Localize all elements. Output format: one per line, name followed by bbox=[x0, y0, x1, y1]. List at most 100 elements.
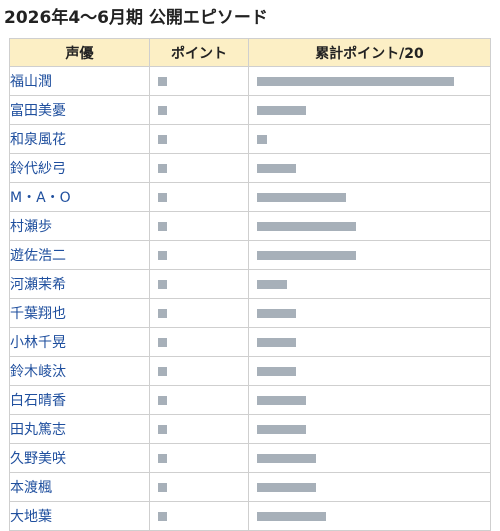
points-cell bbox=[149, 153, 249, 183]
voice-actor-name[interactable]: 白石晴香 bbox=[9, 385, 150, 415]
table-row: 遊佐浩二 bbox=[9, 240, 491, 270]
points-bar bbox=[158, 396, 167, 405]
cumulative-points-bar bbox=[257, 396, 307, 405]
points-bar bbox=[158, 425, 167, 434]
points-cell bbox=[149, 211, 249, 241]
cumulative-cell bbox=[248, 472, 491, 502]
points-cell bbox=[149, 182, 249, 212]
cumulative-points-bar bbox=[257, 135, 267, 144]
points-cell bbox=[149, 240, 249, 270]
voice-actor-name[interactable]: 小林千晃 bbox=[9, 327, 150, 357]
cumulative-cell bbox=[248, 66, 491, 96]
cumulative-cell bbox=[248, 153, 491, 183]
table-row: 河瀬茉希 bbox=[9, 269, 491, 299]
points-bar bbox=[158, 512, 167, 521]
voice-actor-name[interactable]: 本渡楓 bbox=[9, 472, 150, 502]
voice-actor-name[interactable]: 河瀬茉希 bbox=[9, 269, 150, 299]
voice-actor-name[interactable]: 福山潤 bbox=[9, 66, 150, 96]
table-row: 小林千晃 bbox=[9, 327, 491, 357]
points-cell bbox=[149, 298, 249, 328]
cumulative-cell bbox=[248, 211, 491, 241]
cumulative-points-bar bbox=[257, 338, 297, 347]
table-body: 福山潤 富田美憂 和泉風花 鈴代紗弓 M・A・O 村瀬歩 遊佐浩二 河瀬茉希 千葉翔也 小林千晃鈴… bbox=[9, 66, 491, 531]
points-cell bbox=[149, 95, 249, 125]
cumulative-cell bbox=[248, 95, 491, 125]
voice-actor-name[interactable]: M・A・O bbox=[9, 182, 150, 212]
points-cell bbox=[149, 472, 249, 502]
points-cell bbox=[149, 356, 249, 386]
points-bar bbox=[158, 251, 167, 260]
header-points: ポイント bbox=[149, 38, 249, 67]
voice-actor-name[interactable]: 遊佐浩二 bbox=[9, 240, 150, 270]
points-cell bbox=[149, 327, 249, 357]
table-row: 和泉風花 bbox=[9, 124, 491, 154]
points-bar bbox=[158, 309, 167, 318]
voice-actor-name[interactable]: 鈴代紗弓 bbox=[9, 153, 150, 183]
voice-actor-name[interactable]: 村瀬歩 bbox=[9, 211, 150, 241]
header-row: 声優 ポイント 累計ポイント/20 bbox=[9, 38, 491, 67]
cumulative-points-bar bbox=[257, 193, 346, 202]
cumulative-points-bar bbox=[257, 77, 454, 86]
points-bar bbox=[158, 454, 167, 463]
points-cell bbox=[149, 414, 249, 444]
points-bar bbox=[158, 77, 167, 86]
points-cell bbox=[149, 501, 249, 531]
table-row: 本渡楓 bbox=[9, 472, 491, 502]
cumulative-points-bar bbox=[257, 425, 307, 434]
cumulative-points-bar bbox=[257, 251, 356, 260]
cumulative-cell bbox=[248, 124, 491, 154]
voice-actor-name[interactable]: 富田美憂 bbox=[9, 95, 150, 125]
table-row: 村瀬歩 bbox=[9, 211, 491, 241]
cumulative-cell bbox=[248, 182, 491, 212]
voice-actor-name[interactable]: 大地葉 bbox=[9, 501, 150, 531]
table-row: 福山潤 bbox=[9, 66, 491, 96]
cumulative-cell bbox=[248, 501, 491, 531]
points-cell bbox=[149, 124, 249, 154]
cumulative-cell bbox=[248, 356, 491, 386]
voice-actor-name[interactable]: 田丸篤志 bbox=[9, 414, 150, 444]
cumulative-points-bar bbox=[257, 512, 326, 521]
points-bar bbox=[158, 222, 167, 231]
cumulative-cell bbox=[248, 240, 491, 270]
table-row: 鈴木崚汰 bbox=[9, 356, 491, 386]
points-cell bbox=[149, 443, 249, 473]
points-bar bbox=[158, 483, 167, 492]
cumulative-cell bbox=[248, 385, 491, 415]
voice-actor-name[interactable]: 和泉風花 bbox=[9, 124, 150, 154]
points-bar bbox=[158, 193, 167, 202]
points-bar bbox=[158, 135, 167, 144]
cumulative-cell bbox=[248, 269, 491, 299]
cumulative-points-bar bbox=[257, 454, 317, 463]
table-row: 田丸篤志 bbox=[9, 414, 491, 444]
points-table: 声優 ポイント 累計ポイント/20 福山潤 富田美憂 和泉風花 鈴代紗弓 M・A・O 村瀬… bbox=[9, 38, 491, 531]
table-row: 鈴代紗弓 bbox=[9, 153, 491, 183]
points-cell bbox=[149, 269, 249, 299]
points-bar bbox=[158, 164, 167, 173]
cumulative-cell bbox=[248, 327, 491, 357]
cumulative-points-bar bbox=[257, 367, 297, 376]
table-row: M・A・O bbox=[9, 182, 491, 212]
cumulative-points-bar bbox=[257, 280, 287, 289]
table-row: 久野美咲 bbox=[9, 443, 491, 473]
cumulative-cell bbox=[248, 414, 491, 444]
header-voice-actor: 声優 bbox=[9, 38, 150, 67]
page-title: 2026年4〜6月期 公開エピソード bbox=[4, 8, 268, 28]
cumulative-points-bar bbox=[257, 483, 317, 492]
voice-actor-name[interactable]: 久野美咲 bbox=[9, 443, 150, 473]
voice-actor-name[interactable]: 千葉翔也 bbox=[9, 298, 150, 328]
cumulative-points-bar bbox=[257, 222, 356, 231]
cumulative-cell bbox=[248, 298, 491, 328]
points-cell bbox=[149, 66, 249, 96]
voice-actor-name[interactable]: 鈴木崚汰 bbox=[9, 356, 150, 386]
table-row: 千葉翔也 bbox=[9, 298, 491, 328]
cumulative-points-bar bbox=[257, 164, 297, 173]
points-bar bbox=[158, 106, 167, 115]
points-cell bbox=[149, 385, 249, 415]
points-bar bbox=[158, 367, 167, 376]
points-bar bbox=[158, 280, 167, 289]
points-bar bbox=[158, 338, 167, 347]
table-row: 大地葉 bbox=[9, 501, 491, 531]
cumulative-points-bar bbox=[257, 106, 307, 115]
header-cumulative-points: 累計ポイント/20 bbox=[248, 38, 491, 67]
table-row: 白石晴香 bbox=[9, 385, 491, 415]
